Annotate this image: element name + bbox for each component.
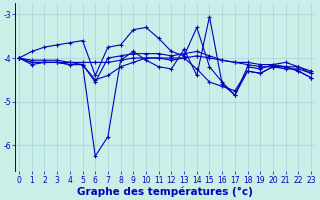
X-axis label: Graphe des températures (°c): Graphe des températures (°c)	[77, 186, 253, 197]
